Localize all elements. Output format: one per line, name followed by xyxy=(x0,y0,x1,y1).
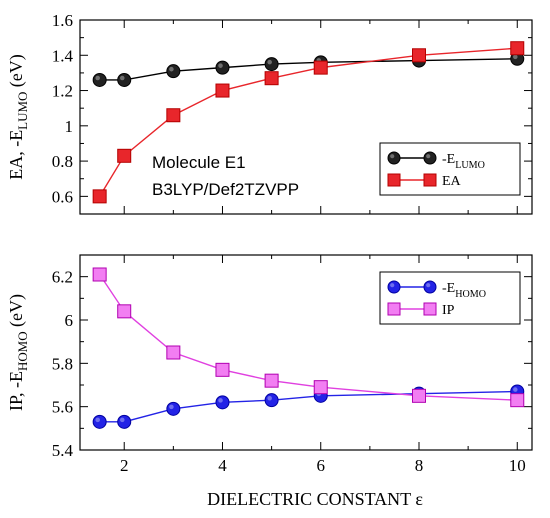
data-point xyxy=(166,401,181,416)
plot-frame xyxy=(79,19,533,215)
text-part: (eV) xyxy=(6,294,27,331)
legend-marker xyxy=(423,280,437,294)
subscript: LUMO xyxy=(15,92,30,130)
data-point xyxy=(264,57,279,72)
legend-marker xyxy=(387,302,401,316)
legend-entry: IP xyxy=(442,303,455,318)
subscript: LUMO xyxy=(455,160,485,171)
data-point xyxy=(510,393,525,408)
text-part: -E xyxy=(442,152,455,167)
legend-entry: -EHOMO xyxy=(442,281,486,300)
text-part: IP, -E xyxy=(6,371,26,411)
marker-highlight xyxy=(390,154,395,159)
data-point xyxy=(412,388,426,403)
marker-highlight xyxy=(169,404,174,410)
marker-highlight xyxy=(390,283,395,288)
data-point xyxy=(92,72,107,87)
annotation: Molecule E1 xyxy=(152,153,246,172)
legend-marker xyxy=(387,173,401,187)
data-point xyxy=(264,71,279,86)
marker-highlight xyxy=(513,54,518,60)
marker-highlight xyxy=(267,59,272,65)
text-part: -E xyxy=(442,281,455,296)
text-part: EA, -E xyxy=(6,130,26,180)
y-axis-title: IP, -EHOMO (eV) xyxy=(6,294,30,411)
data-point xyxy=(92,189,107,204)
marker-highlight xyxy=(267,395,272,401)
marker-highlight xyxy=(119,417,125,423)
data-point xyxy=(92,414,107,429)
data-point xyxy=(166,345,181,360)
y-tick-label: 0.6 xyxy=(52,187,73,206)
data-point xyxy=(215,362,230,377)
y-tick-label: 6.2 xyxy=(52,268,73,287)
data-point xyxy=(215,83,230,98)
top-panel: 0.60.811.21.41.6EA, -ELUMO (eV)-ELUMOEAM… xyxy=(6,11,533,215)
data-point xyxy=(117,304,132,319)
marker-highlight xyxy=(95,417,100,423)
data-point xyxy=(117,148,132,163)
marker-highlight xyxy=(426,154,431,159)
data-point xyxy=(313,380,328,395)
data-point xyxy=(264,373,279,388)
data-point xyxy=(92,267,107,282)
annotation: B3LYP/Def2TZVPP xyxy=(152,180,299,199)
y-tick-label: 5.6 xyxy=(52,398,73,417)
data-point xyxy=(313,60,328,75)
data-point xyxy=(166,64,181,79)
y-tick-label: 1.2 xyxy=(52,82,73,101)
x-tick-label: 4 xyxy=(218,456,227,475)
y-tick-label: 1.4 xyxy=(52,46,74,65)
y-tick-label: 1 xyxy=(65,117,74,136)
y-tick-label: 6 xyxy=(65,311,74,330)
data-point xyxy=(117,414,132,429)
data-point xyxy=(215,60,230,75)
x-tick-label: 6 xyxy=(316,456,325,475)
y-tick-label: 5.8 xyxy=(52,354,73,373)
legend-box xyxy=(379,142,521,196)
text-part: IP xyxy=(442,303,455,318)
bottom-panel: 2 4 6 8 105.45.65.866.2IP, -EHOMO (eV)-EHOMO… xyxy=(6,254,533,475)
marker-highlight xyxy=(119,75,125,81)
data-point xyxy=(215,395,230,410)
y-tick-label: 0.8 xyxy=(52,152,73,171)
marker-highlight xyxy=(513,387,518,392)
data-point xyxy=(510,41,525,56)
subscript: HOMO xyxy=(455,289,486,300)
series-line-1 xyxy=(99,390,518,423)
marker-highlight xyxy=(95,75,100,81)
data-point xyxy=(264,393,279,408)
marker-highlight xyxy=(169,66,174,72)
legend-entry: EA xyxy=(442,174,462,189)
y-axis-title: EA, -ELUMO (eV) xyxy=(6,54,30,180)
legend-marker xyxy=(423,302,437,316)
legend-marker xyxy=(387,151,401,165)
subscript: HOMO xyxy=(15,331,30,371)
text-part: (eV) xyxy=(6,54,27,91)
x-tick-label: 8 xyxy=(415,456,424,475)
marker-highlight xyxy=(218,398,223,403)
legend-box xyxy=(379,271,521,325)
data-point xyxy=(117,72,132,87)
x-axis-title: DIELECTRIC CONSTANT ε xyxy=(207,489,423,509)
series-line-1 xyxy=(99,58,518,81)
x-tick-label: 10 xyxy=(509,456,526,475)
text-part: EA xyxy=(442,174,462,189)
legend-marker xyxy=(423,151,437,165)
series-line-2 xyxy=(99,274,518,401)
y-tick-label: 1.6 xyxy=(52,11,73,30)
series-line-2 xyxy=(99,47,518,197)
data-point xyxy=(412,48,426,63)
y-tick-label: 5.4 xyxy=(52,441,74,460)
legend-marker xyxy=(387,280,401,294)
plot-frame xyxy=(79,254,533,451)
legend-entry: -ELUMO xyxy=(442,152,485,171)
marker-highlight xyxy=(426,283,431,288)
data-point xyxy=(166,108,181,123)
legend-marker xyxy=(423,173,437,187)
x-tick-label: 2 xyxy=(120,456,129,475)
marker-highlight xyxy=(218,63,223,68)
